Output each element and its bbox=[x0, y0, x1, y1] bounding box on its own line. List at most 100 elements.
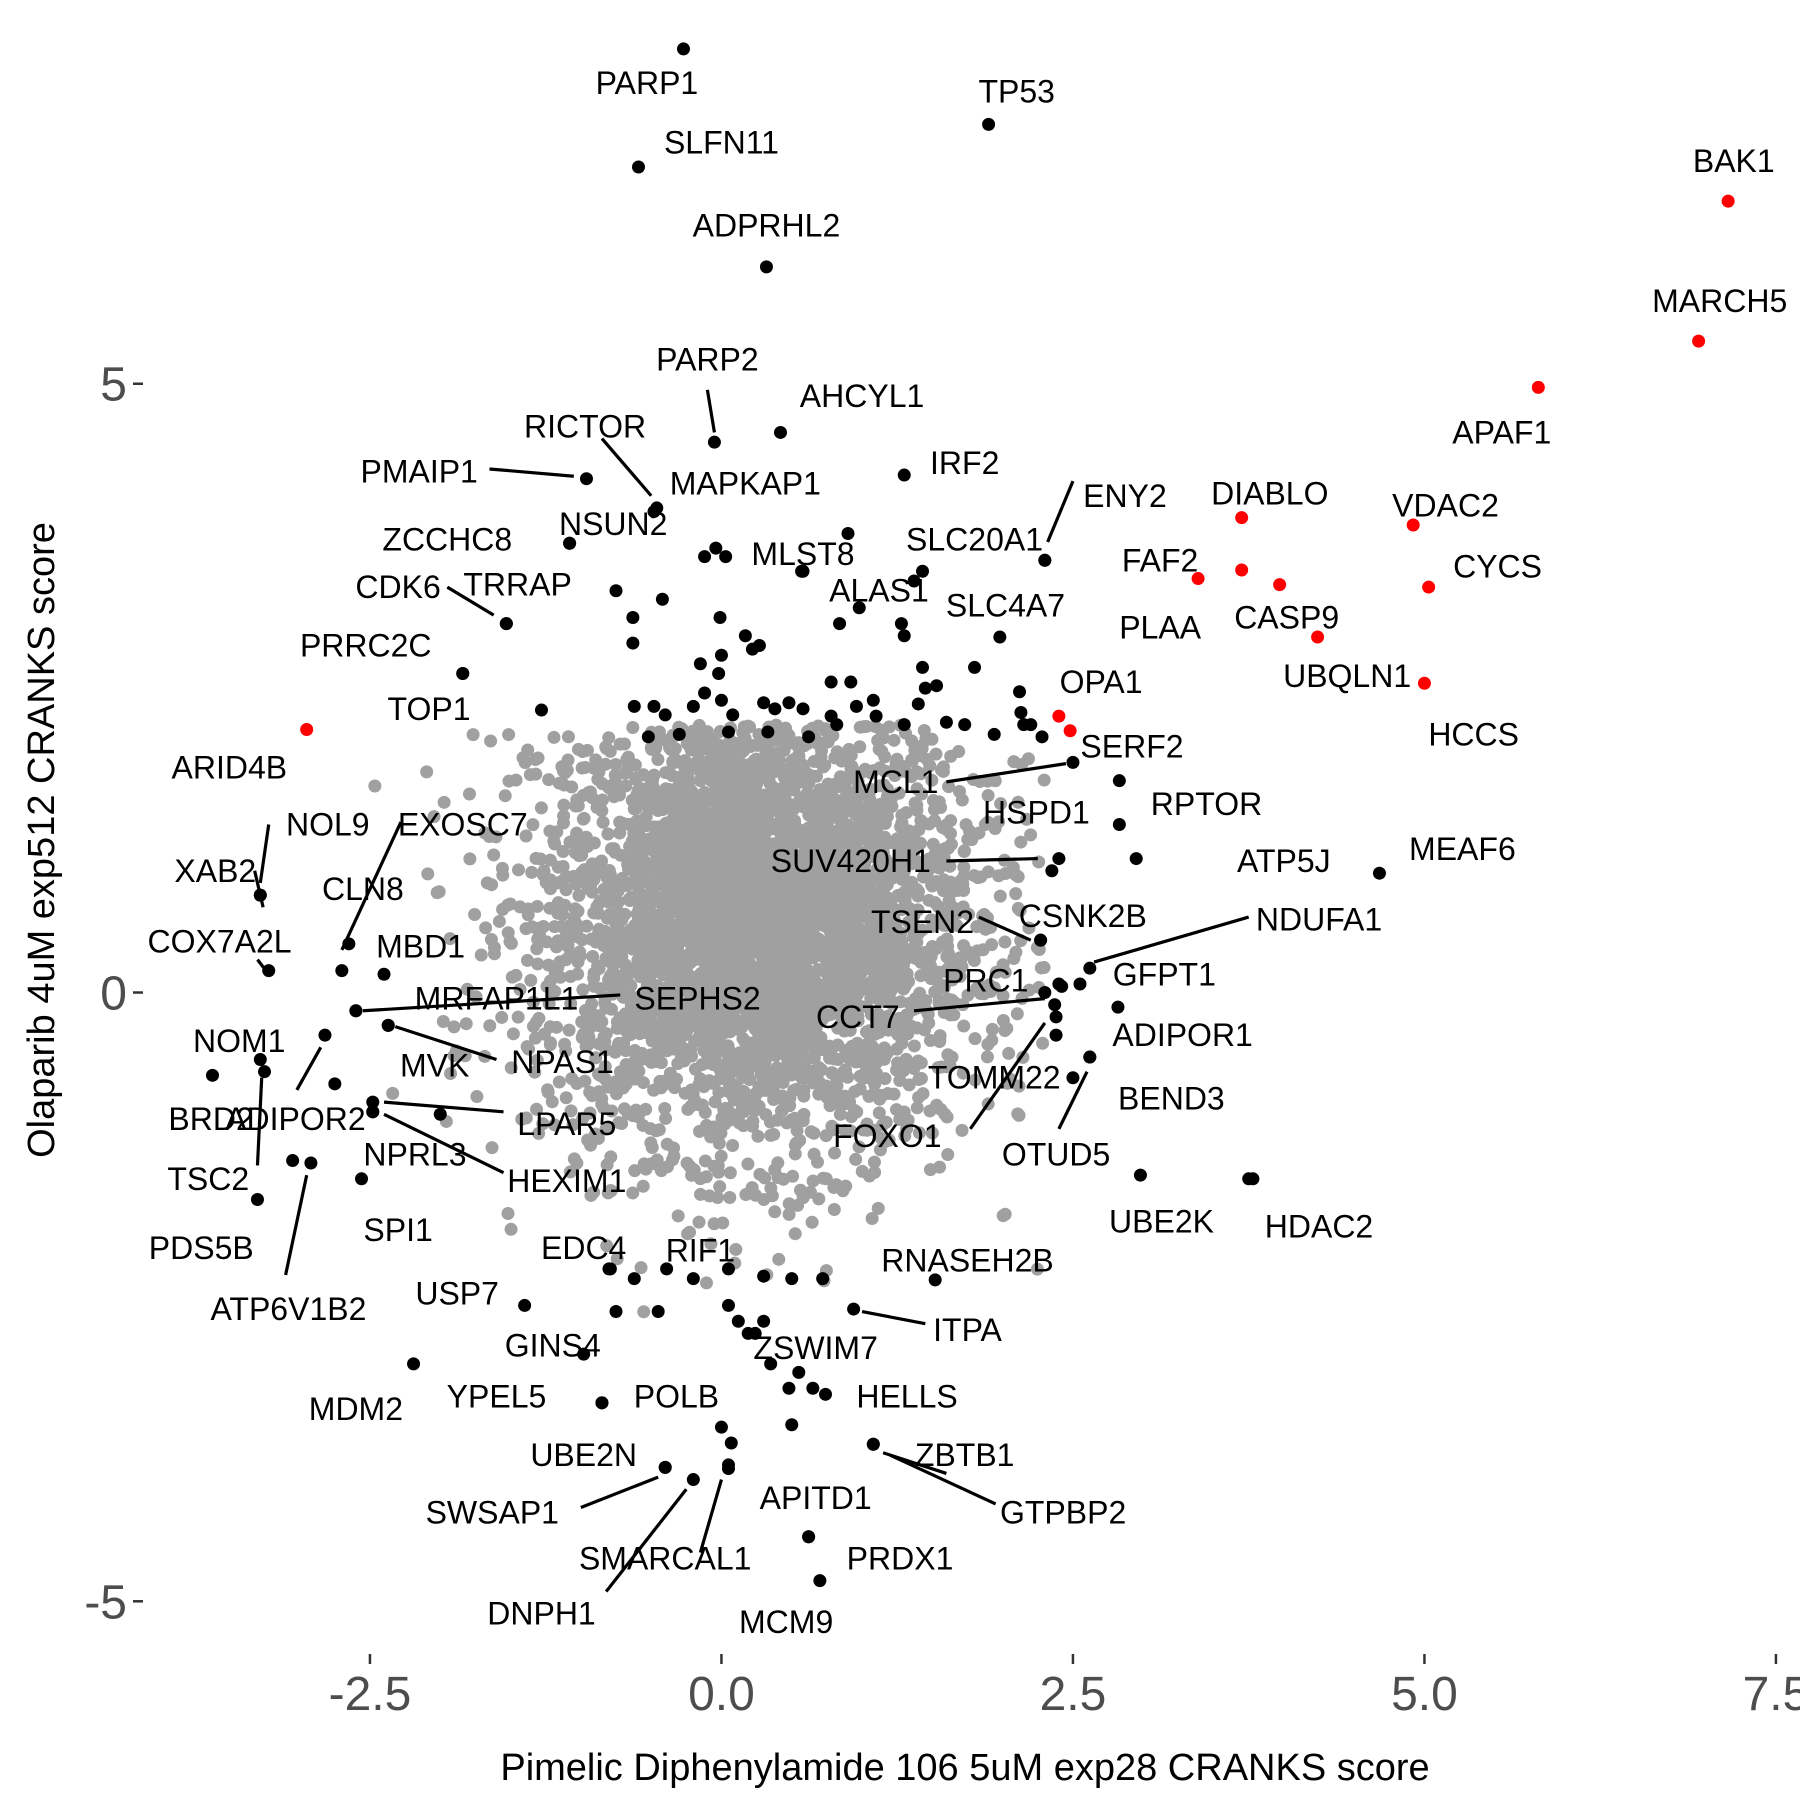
point-ahcyl1 bbox=[774, 425, 788, 439]
background-gene-point bbox=[847, 984, 861, 998]
background-gene-point bbox=[934, 856, 948, 870]
background-gene-point bbox=[509, 968, 523, 982]
background-gene-point bbox=[420, 765, 434, 779]
background-gene-point bbox=[622, 817, 636, 831]
background-gene-point bbox=[764, 1181, 778, 1195]
background-gene-point bbox=[586, 949, 600, 963]
background-gene-point bbox=[1024, 828, 1038, 842]
hit-point bbox=[658, 708, 672, 722]
background-gene-point bbox=[611, 884, 625, 898]
background-gene-point bbox=[692, 809, 706, 823]
background-gene-point bbox=[677, 1054, 691, 1068]
hit-point bbox=[714, 693, 728, 707]
x-tick-label: 7.5 bbox=[1743, 1668, 1800, 1721]
point-march5 bbox=[1692, 334, 1706, 348]
background-gene-point bbox=[746, 1119, 760, 1133]
x-tick-label: 5.0 bbox=[1391, 1668, 1458, 1721]
label-connector-pmaip1 bbox=[489, 467, 574, 478]
point-cct7 bbox=[1048, 998, 1062, 1012]
point-cycs bbox=[1422, 580, 1436, 594]
background-gene-point bbox=[626, 721, 640, 735]
background-gene-point bbox=[650, 849, 664, 863]
label-edc4: EDC4 bbox=[541, 1230, 626, 1266]
background-gene-point bbox=[722, 1076, 736, 1090]
background-gene-point bbox=[730, 803, 744, 817]
background-gene-point bbox=[573, 949, 587, 963]
background-gene-point bbox=[934, 1103, 948, 1117]
background-gene-point bbox=[742, 798, 756, 812]
label-cox7a2l: COX7A2L bbox=[147, 923, 291, 959]
background-gene-point bbox=[653, 868, 667, 882]
background-gene-point bbox=[547, 730, 561, 744]
label-hexim1: HEXIM1 bbox=[507, 1163, 626, 1199]
hit-point bbox=[757, 1269, 771, 1283]
background-gene-point bbox=[942, 780, 956, 794]
background-gene-point bbox=[667, 1149, 681, 1163]
background-gene-point bbox=[590, 801, 604, 815]
background-gene-point bbox=[863, 793, 877, 807]
background-gene-point bbox=[773, 900, 787, 914]
hit-point bbox=[655, 592, 669, 606]
background-gene-point bbox=[654, 1164, 668, 1178]
background-gene-point bbox=[746, 966, 760, 980]
background-gene-point bbox=[1012, 1108, 1026, 1122]
hit-point bbox=[894, 617, 908, 631]
background-gene-point bbox=[501, 1206, 515, 1220]
background-gene-point bbox=[615, 1117, 629, 1131]
hit-point bbox=[627, 699, 641, 713]
label-connector-rictor bbox=[600, 437, 653, 497]
background-gene-point bbox=[850, 934, 864, 948]
background-gene-point bbox=[501, 898, 515, 912]
hit-point bbox=[792, 1365, 806, 1379]
background-gene-point bbox=[844, 1110, 858, 1124]
background-gene-point bbox=[485, 878, 499, 892]
background-gene-point bbox=[530, 942, 544, 956]
background-gene-point bbox=[745, 1181, 759, 1195]
background-gene-point bbox=[599, 1001, 613, 1015]
hit-point bbox=[1014, 705, 1028, 719]
background-gene-point bbox=[504, 1061, 518, 1075]
background-gene-point bbox=[749, 1058, 763, 1072]
background-gene-point bbox=[560, 763, 574, 777]
background-gene-point bbox=[821, 974, 835, 988]
background-gene-point bbox=[793, 1183, 807, 1197]
background-gene-point bbox=[957, 860, 971, 874]
hit-point bbox=[672, 727, 686, 741]
label-otud5: OTUD5 bbox=[1002, 1136, 1110, 1172]
background-gene-point bbox=[583, 1085, 597, 1099]
x-tick-label: -2.5 bbox=[329, 1668, 412, 1721]
hit-point bbox=[609, 584, 623, 598]
label-ube2k: UBE2K bbox=[1109, 1203, 1214, 1239]
label-zbtb1: ZBTB1 bbox=[915, 1437, 1015, 1473]
background-gene-point bbox=[805, 1215, 819, 1229]
hit-point bbox=[626, 611, 640, 625]
background-gene-point bbox=[811, 1155, 825, 1169]
hit-point bbox=[785, 1272, 799, 1286]
background-gene-point bbox=[639, 890, 653, 904]
background-gene-point bbox=[631, 840, 645, 854]
background-gene-point bbox=[714, 1149, 728, 1163]
background-gene-point bbox=[769, 928, 783, 942]
background-gene-point bbox=[996, 1013, 1010, 1027]
background-gene-point bbox=[970, 944, 984, 958]
background-gene-point bbox=[686, 1087, 700, 1101]
hit-point bbox=[1066, 1071, 1080, 1085]
background-gene-point bbox=[887, 949, 901, 963]
background-gene-point bbox=[687, 885, 701, 899]
background-gene-point bbox=[509, 773, 523, 787]
background-gene-point bbox=[542, 773, 556, 787]
label-mapkap1: MAPKAP1 bbox=[670, 466, 821, 502]
label-adipor1: ADIPOR1 bbox=[1112, 1017, 1252, 1053]
background-gene-point bbox=[905, 754, 919, 768]
background-gene-point bbox=[556, 844, 570, 858]
point-irf2 bbox=[897, 468, 911, 482]
hit-point bbox=[709, 541, 723, 555]
background-gene-point bbox=[936, 884, 950, 898]
background-gene-point bbox=[519, 829, 533, 843]
background-gene-point bbox=[647, 743, 661, 757]
hit-point bbox=[286, 1154, 300, 1168]
background-gene-point bbox=[511, 1010, 525, 1024]
y-tick-label: 0 bbox=[100, 968, 127, 1021]
hit-point bbox=[731, 1314, 745, 1328]
background-gene-point bbox=[658, 1102, 672, 1116]
